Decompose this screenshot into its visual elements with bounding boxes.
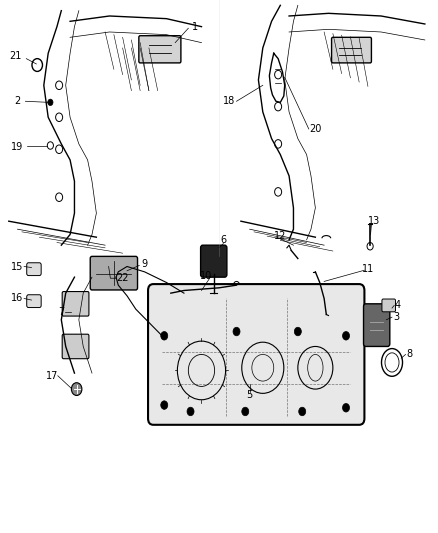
Circle shape xyxy=(299,407,306,416)
Text: 19: 19 xyxy=(11,142,24,151)
FancyBboxPatch shape xyxy=(148,284,364,425)
Text: 21: 21 xyxy=(9,51,21,61)
Text: 13: 13 xyxy=(368,216,381,226)
FancyBboxPatch shape xyxy=(27,295,41,308)
Circle shape xyxy=(71,383,82,395)
FancyBboxPatch shape xyxy=(90,256,138,290)
FancyBboxPatch shape xyxy=(364,304,390,346)
Circle shape xyxy=(187,407,194,416)
Text: 17: 17 xyxy=(46,371,59,381)
Text: 5: 5 xyxy=(247,391,253,400)
Circle shape xyxy=(242,407,249,416)
FancyBboxPatch shape xyxy=(201,245,227,277)
FancyBboxPatch shape xyxy=(382,299,396,312)
Text: 3: 3 xyxy=(393,312,399,322)
Circle shape xyxy=(294,327,301,336)
FancyBboxPatch shape xyxy=(27,263,41,276)
Text: 2: 2 xyxy=(14,96,21,106)
Text: 22: 22 xyxy=(117,273,129,283)
FancyBboxPatch shape xyxy=(62,292,89,316)
FancyBboxPatch shape xyxy=(139,36,181,63)
Circle shape xyxy=(48,99,53,106)
Circle shape xyxy=(161,332,168,340)
Text: 11: 11 xyxy=(362,264,374,274)
Text: 8: 8 xyxy=(406,350,413,359)
FancyBboxPatch shape xyxy=(62,334,89,359)
Text: 16: 16 xyxy=(11,294,23,303)
FancyBboxPatch shape xyxy=(332,37,371,63)
Circle shape xyxy=(343,332,350,340)
Text: 7: 7 xyxy=(58,307,64,317)
Text: 12: 12 xyxy=(274,231,286,240)
Text: 18: 18 xyxy=(223,96,235,106)
Circle shape xyxy=(233,327,240,336)
Text: 4: 4 xyxy=(395,300,401,310)
Text: 6: 6 xyxy=(220,235,226,245)
Text: 15: 15 xyxy=(11,262,23,271)
Circle shape xyxy=(161,401,168,409)
Text: 20: 20 xyxy=(309,124,321,134)
Circle shape xyxy=(343,403,350,412)
Text: 9: 9 xyxy=(141,259,148,269)
Text: 10: 10 xyxy=(200,271,212,281)
Text: 1: 1 xyxy=(192,22,198,31)
